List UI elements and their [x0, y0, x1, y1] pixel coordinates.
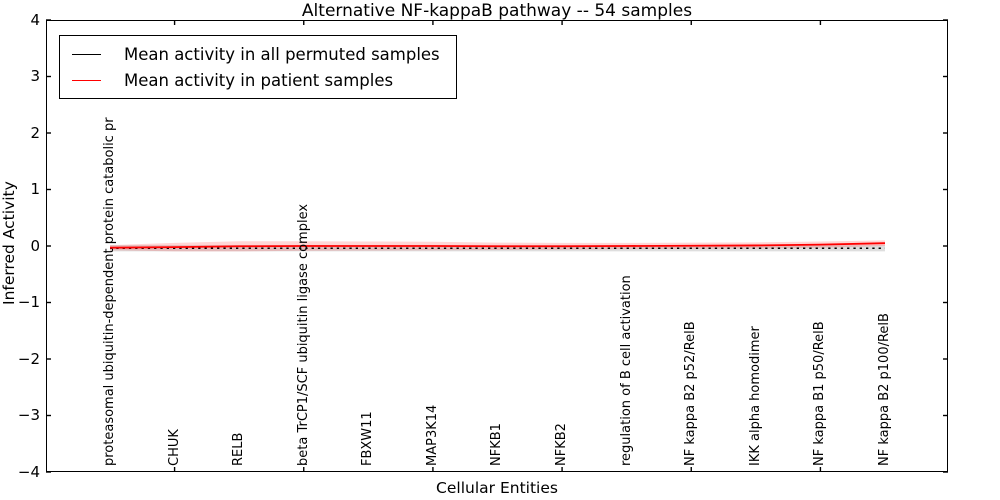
x-entity-label: NFKB1 [489, 423, 505, 466]
legend-item-label: Mean activity in all permuted samples [124, 44, 440, 64]
x-entity-label: proteasomal ubiquitin-dependent protein … [102, 117, 117, 466]
x-axis-title: Cellular Entities [436, 479, 558, 497]
x-entity-label: NFKB2 [554, 423, 570, 466]
y-axis-title: Inferred Activity [0, 181, 18, 305]
x-entity-label: NF kappa B2 p52/RelB [683, 321, 699, 466]
y-tick-label: −3 [17, 406, 40, 424]
x-entity-label: IKK alpha homodimer [747, 326, 763, 466]
legend: Mean activity in all permuted samples Mea… [59, 35, 457, 99]
y-tick-label: 0 [30, 236, 40, 255]
y-tick-label: 1 [30, 180, 40, 198]
x-entity-label: NF kappa B1 p50/RelB [812, 321, 828, 466]
legend-item: Mean activity in patient samples [72, 67, 440, 93]
y-tick-label: 3 [30, 67, 40, 85]
y-tick-label: −4 [17, 462, 40, 481]
x-entity-label: FBXW11 [360, 411, 376, 466]
legend-line-sample [72, 53, 101, 55]
chart-title: Alternative NF-kappaB pathway -- 54 samp… [301, 1, 693, 21]
y-tick-label: 2 [30, 123, 40, 142]
x-entity-label: beta TrCP1/SCF ubiquitin ligase complex [295, 203, 311, 466]
x-entity-label: MAP3K14 [424, 404, 440, 466]
x-entity-label: CHUK [166, 429, 182, 466]
x-entity-label: NF kappa B2 p100/RelB [876, 313, 892, 466]
x-entity-label: RELB [231, 432, 247, 466]
y-tick-label: −1 [17, 293, 40, 311]
y-tick-label: −2 [17, 349, 40, 368]
y-tick-label: 4 [30, 10, 40, 29]
x-entity-label: regulation of B cell activation [618, 275, 634, 466]
legend-item: Mean activity in all permuted samples [72, 41, 440, 67]
legend-item-label: Mean activity in patient samples [124, 70, 394, 90]
legend-line-sample [72, 79, 101, 81]
